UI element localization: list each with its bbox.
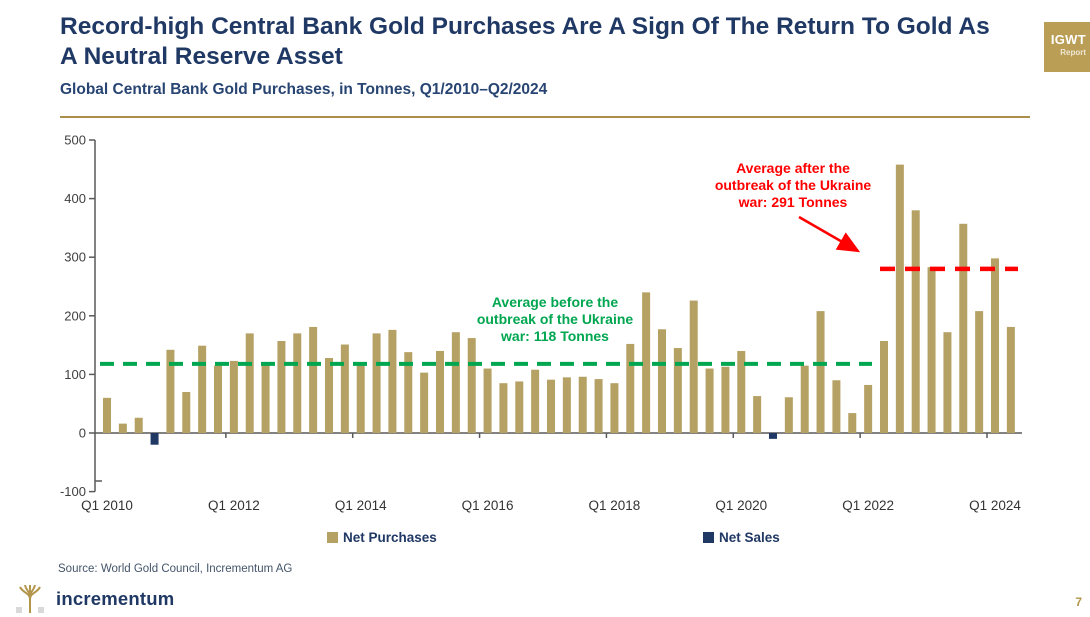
badge-line1: IGWT (1050, 32, 1086, 47)
svg-text:Q1 2014: Q1 2014 (335, 498, 387, 513)
svg-text:Q1 2010: Q1 2010 (81, 498, 133, 513)
annotation-line: outbreak of the Ukraine (476, 311, 634, 327)
svg-text:300: 300 (64, 250, 86, 265)
annotation-average-before: Average before the outbreak of the Ukrai… (425, 294, 685, 345)
svg-text:Q1 2022: Q1 2022 (842, 498, 894, 513)
tree-icon (16, 585, 44, 613)
source-note: Source: World Gold Council, Incrementum … (58, 563, 293, 575)
chart-reference-lines (100, 266, 1018, 366)
badge-line2: Report (1060, 48, 1086, 57)
page-title: Record-high Central Bank Gold Purchases … (60, 13, 990, 70)
svg-text:100: 100 (64, 367, 86, 382)
logo-text: incrementum (56, 588, 175, 609)
svg-text:400: 400 (64, 191, 86, 206)
net-purchases-swatch-icon (327, 532, 338, 543)
annotation-line: war: 118 Tonnes (501, 328, 609, 344)
annotation-line: Average after the (736, 160, 850, 176)
net-sales-swatch-icon (703, 532, 714, 543)
legend-item-net-sales: Net Sales (703, 530, 780, 545)
legend-label: Net Purchases (343, 530, 437, 545)
legend-item-net-purchases: Net Purchases (327, 530, 437, 545)
svg-text:200: 200 (64, 308, 86, 323)
svg-text:Q1 2012: Q1 2012 (208, 498, 260, 513)
chart-bars (103, 164, 1015, 445)
legend-label: Net Sales (719, 530, 780, 545)
svg-text:500: 500 (64, 133, 86, 148)
incrementum-logo: incrementum (14, 585, 174, 613)
annotation-average-after: Average after the outbreak of the Ukrain… (663, 160, 923, 211)
annotation-line: Average before the (491, 294, 619, 310)
svg-text:Q1 2020: Q1 2020 (715, 498, 767, 513)
page-number: 7 (1075, 595, 1082, 609)
annotation-arrow (798, 215, 861, 253)
annotation-line: war: 291 Tonnes (738, 194, 848, 210)
svg-text:Q1 2016: Q1 2016 (462, 498, 514, 513)
chart-subtitle: Global Central Bank Gold Purchases, in T… (60, 81, 548, 98)
svg-text:0: 0 (79, 426, 86, 441)
igwt-report-badge: IGWT Report (1044, 22, 1090, 72)
header-divider (60, 116, 1030, 118)
svg-text:-100: -100 (60, 484, 86, 499)
svg-text:Q1 2018: Q1 2018 (589, 498, 641, 513)
svg-text:Q1 2024: Q1 2024 (969, 498, 1021, 513)
annotation-line: outbreak of the Ukraine (714, 177, 872, 193)
